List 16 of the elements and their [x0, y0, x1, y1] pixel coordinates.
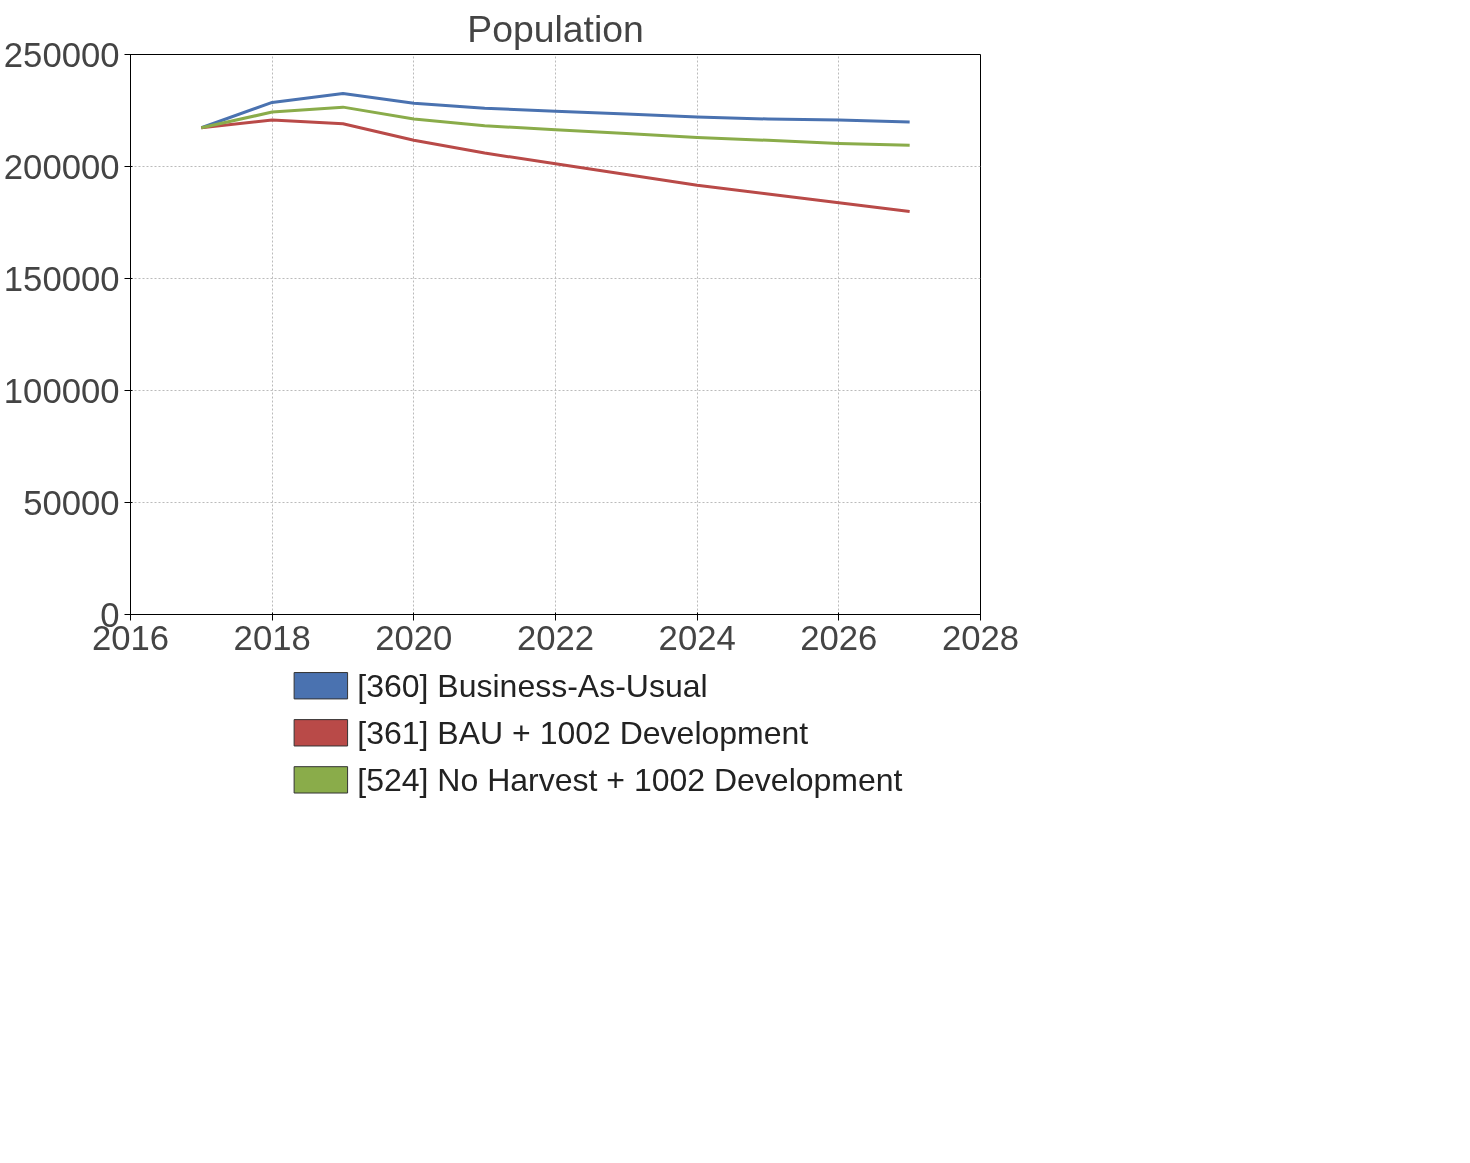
- line-series: [199, 105, 912, 147]
- y-tick-label: 50000: [23, 483, 120, 522]
- x-tick-label: 2024: [658, 618, 736, 657]
- x-tick-label: 2018: [233, 618, 311, 657]
- x-tick-label: 2020: [375, 618, 453, 657]
- legend-label: [360] Business-As-Usual: [357, 667, 708, 704]
- y-tick-label: 200000: [3, 147, 120, 186]
- legend-label: [361] BAU + 1002 Development: [357, 714, 809, 751]
- x-tick-label: 2022: [516, 618, 595, 657]
- chart-title: Population: [467, 7, 644, 50]
- x-tick-label: 2028: [941, 618, 1020, 657]
- x-tick-label: 2026: [800, 618, 878, 657]
- legend-label: [524] No Harvest + 1002 Development: [357, 761, 903, 798]
- y-tick-label: 250000: [3, 35, 120, 74]
- y-tick-label: 150000: [3, 259, 120, 298]
- y-tick-label: 100000: [3, 371, 120, 410]
